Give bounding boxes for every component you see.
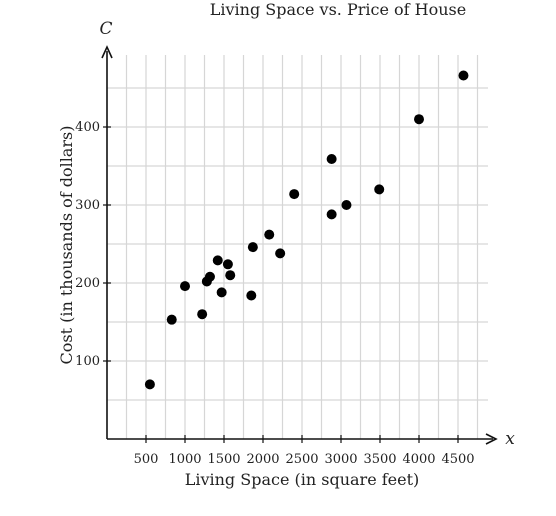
y-axis-arrow	[101, 45, 113, 59]
chart-title: Living Space vs. Price of House	[210, 0, 466, 19]
data-point	[246, 290, 257, 301]
x-tick-label: 1500	[207, 452, 240, 467]
tick-labels: 500 1000 1500 2000 2500 3000 3500 4000 4500 100 20…	[75, 120, 474, 467]
data-point	[180, 281, 190, 292]
x-tick-label: 3000	[324, 452, 357, 467]
x-tick-label: 1000	[168, 452, 201, 467]
y-tick-label: 300	[75, 198, 100, 213]
grid	[107, 55, 488, 439]
data-point	[326, 209, 337, 220]
y-tick-label: 400	[75, 120, 100, 135]
data-point	[144, 379, 155, 390]
data-point	[341, 200, 352, 210]
y-tick-label: 200	[75, 276, 100, 291]
data-point	[204, 271, 215, 282]
x-axis-variable: x	[505, 429, 515, 449]
data-point	[216, 287, 227, 298]
x-tick-label: 3500	[363, 452, 396, 467]
y-axis-variable: C	[99, 19, 112, 39]
x-tick-label: 500	[134, 452, 159, 467]
y-axis-title: Cost (in thousands of dollars)	[57, 125, 76, 364]
y-tick-label: 100	[75, 354, 100, 369]
x-tick-label: 2500	[285, 452, 318, 467]
data-point	[222, 259, 233, 270]
data-point	[225, 270, 236, 281]
data-point	[197, 309, 208, 320]
data-point	[326, 153, 337, 164]
data-point	[374, 184, 385, 195]
data-point	[275, 248, 286, 259]
x-tick-label: 2000	[246, 452, 279, 467]
x-axis-title: Living Space (in square feet)	[185, 470, 420, 489]
axes	[101, 45, 498, 445]
data-point	[212, 255, 223, 266]
data-point	[264, 229, 275, 240]
data-point	[166, 314, 177, 325]
x-tick-label: 4500	[441, 452, 474, 467]
data-point	[458, 70, 469, 81]
data-points	[144, 70, 469, 390]
data-point	[414, 114, 424, 125]
x-tick-label: 4000	[402, 452, 435, 467]
x-axis-arrow	[485, 433, 498, 445]
data-point	[247, 242, 258, 253]
data-point	[289, 189, 300, 200]
